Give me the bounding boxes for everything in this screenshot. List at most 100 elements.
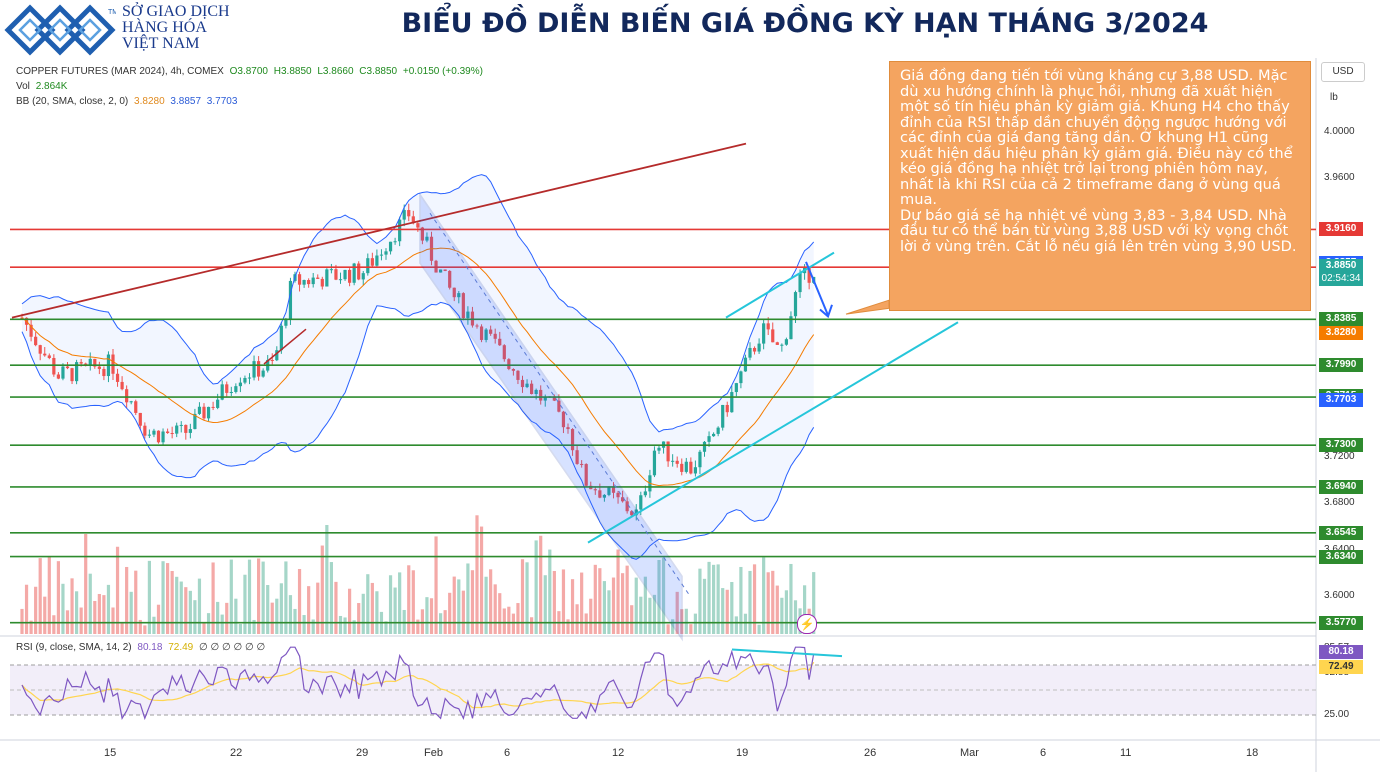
candle-body [425, 236, 429, 241]
candle-body [211, 406, 215, 408]
candle-body [38, 345, 42, 354]
candle-body [161, 431, 165, 443]
candle-body [707, 436, 711, 442]
volume-bar [288, 595, 293, 634]
rsi-line [21, 646, 815, 721]
volume-bar [698, 568, 702, 634]
volume-legend: Vol 2.864K [16, 81, 70, 92]
rsi-value: 80.18 [137, 642, 163, 653]
rsi-value-tag: 80.18 [1319, 645, 1363, 659]
volume-bar [648, 597, 652, 634]
candle-body [120, 381, 124, 390]
volume-bar [161, 561, 165, 634]
candle-body [43, 353, 47, 356]
candle-body [297, 274, 302, 285]
volume-bar [752, 564, 757, 634]
volume-bar [129, 591, 133, 634]
volume-bar [489, 569, 493, 634]
candle-body [657, 447, 661, 451]
candle-body [475, 325, 479, 327]
volume-bar [184, 587, 188, 634]
candle-body [789, 316, 793, 340]
bb-basis-value: 3.8280 [134, 96, 165, 107]
candle-body [311, 277, 315, 285]
candle-body [516, 370, 520, 380]
candle-body [607, 487, 611, 495]
currency-selector[interactable]: USD [1321, 62, 1365, 82]
volume-bar [470, 570, 475, 634]
candle-body [543, 397, 547, 401]
candle-body [762, 323, 766, 344]
candle-body [625, 501, 629, 512]
volume-bar [152, 616, 156, 634]
volume-bar [584, 613, 588, 634]
volume-bar [530, 617, 534, 634]
candle-body [448, 270, 452, 288]
volume-bar [452, 576, 456, 634]
volume-bar [607, 590, 611, 634]
candle-body [338, 279, 343, 281]
candle-body [234, 386, 238, 392]
volume-bar [479, 526, 484, 634]
volume-bar [29, 620, 33, 634]
candle-body [484, 329, 488, 340]
volume-bar [730, 582, 734, 634]
candle-body [712, 433, 716, 437]
channel-midline [429, 212, 691, 597]
volume-bar [448, 592, 452, 634]
volume-bar [702, 578, 707, 634]
volume-bar [775, 585, 779, 634]
candle-body [780, 344, 784, 346]
volume-bar [97, 593, 101, 634]
y-tick-label: 4.0000 [1324, 126, 1355, 137]
volume-bar [143, 625, 147, 634]
volume-bar [429, 598, 434, 634]
bb-label: BB (20, SMA, close, 2, 0) [16, 96, 129, 107]
note-paragraph: Dự báo giá sẽ hạ nhiệt về vùng 3,83 - 3,… [900, 206, 1297, 255]
candle-body [525, 383, 529, 388]
candle-body [352, 263, 356, 283]
candle-body [739, 371, 743, 384]
volume-bar [115, 546, 120, 634]
rsi-ma-tag: 72.49 [1319, 660, 1363, 674]
volume-bar [461, 590, 465, 634]
candle-body [284, 318, 288, 326]
candle-body [166, 431, 170, 434]
volume-bar [70, 578, 74, 634]
countdown-tag: 02:54:34 [1319, 272, 1363, 287]
exchange-logo: TM [4, 4, 116, 56]
candle-body [575, 450, 579, 464]
rsi-tick-label: 25.00 [1324, 709, 1350, 720]
candle-body [552, 396, 556, 401]
volume-bar [593, 564, 597, 634]
candle-body [307, 280, 311, 285]
volume-bar [425, 597, 429, 634]
lightning-icon[interactable]: ⚡ [797, 614, 817, 634]
volume-bar [61, 583, 65, 634]
candle-body [316, 277, 320, 279]
candle-body [725, 404, 729, 413]
volume-bar [520, 559, 525, 634]
y-tick-label: 3.9600 [1324, 172, 1355, 184]
candle-body [206, 406, 211, 419]
volume-bar [416, 619, 420, 634]
candle-body [334, 269, 338, 280]
candle-body [366, 258, 370, 274]
volume-bar [134, 570, 138, 634]
candle-body [29, 324, 33, 337]
candle-body [125, 389, 129, 403]
volume-bar [507, 606, 511, 634]
candle-body [275, 350, 279, 361]
candle-body [702, 441, 707, 452]
volume-bar [739, 566, 743, 634]
forecast-arrowhead [819, 304, 833, 319]
trademark-mark: TM [108, 9, 116, 16]
volume-bar [652, 594, 657, 634]
volume-bar [252, 619, 256, 634]
y-tick-label: 3.7200 [1324, 450, 1355, 462]
volume-bar [75, 591, 79, 634]
volume-bar [525, 562, 529, 634]
price-level-tag: 3.8385 [1319, 312, 1363, 327]
candle-body [343, 269, 347, 280]
volume-bar [639, 596, 643, 634]
